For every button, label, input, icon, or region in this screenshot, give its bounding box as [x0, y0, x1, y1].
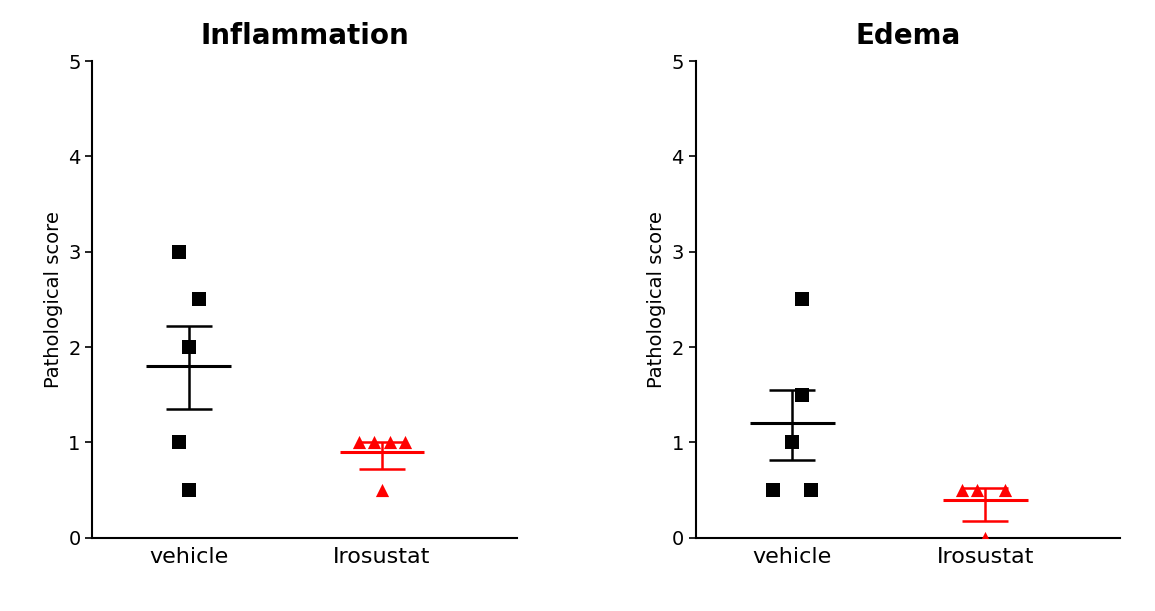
Point	[976, 533, 994, 543]
Point	[953, 485, 971, 495]
Point	[968, 485, 986, 495]
Point	[170, 247, 188, 257]
Point	[170, 437, 188, 447]
Point	[783, 437, 802, 447]
Point	[365, 437, 383, 447]
Point	[803, 485, 821, 495]
Title: Edema: Edema	[856, 23, 961, 51]
Point	[189, 295, 208, 304]
Title: Inflammation: Inflammation	[201, 23, 409, 51]
Point	[180, 485, 199, 495]
Point	[792, 295, 811, 304]
Y-axis label: Pathological score: Pathological score	[44, 211, 62, 388]
Point	[792, 390, 811, 400]
Point	[380, 437, 398, 447]
Point	[996, 485, 1014, 495]
Point	[180, 342, 199, 352]
Point	[396, 437, 415, 447]
Y-axis label: Pathological score: Pathological score	[647, 211, 665, 388]
Point	[763, 485, 782, 495]
Point	[350, 437, 368, 447]
Point	[373, 485, 392, 495]
